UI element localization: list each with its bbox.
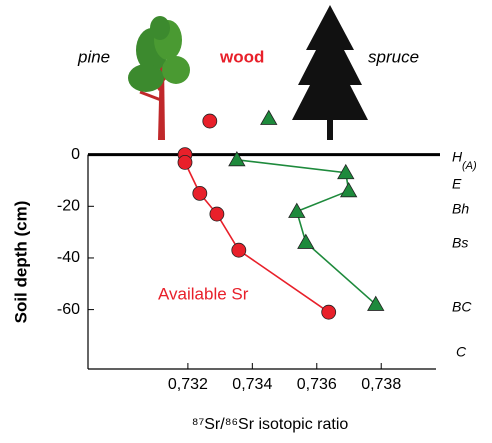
y-tick-label: -20 xyxy=(57,198,80,215)
spruce-icon xyxy=(292,5,368,140)
horizon-label: H xyxy=(452,149,463,165)
point xyxy=(367,295,385,311)
x-tick-label: 0,738 xyxy=(361,376,401,393)
horizon-label: (A) xyxy=(462,160,477,172)
annotation: pine xyxy=(77,47,110,66)
point xyxy=(231,242,247,258)
point xyxy=(321,304,337,320)
point xyxy=(288,202,306,218)
y-axis-label: Soil depth (cm) xyxy=(11,201,30,324)
point xyxy=(209,206,225,222)
series-label: Available Sr xyxy=(158,284,249,303)
y-tick-label: -40 xyxy=(57,249,80,266)
x-tick-label: 0,734 xyxy=(232,376,272,393)
x-tick-label: 0,736 xyxy=(297,376,337,393)
annotation: spruce xyxy=(368,47,419,66)
horizon-label: BC xyxy=(452,299,472,315)
pine-icon xyxy=(128,16,190,140)
point xyxy=(192,185,208,201)
point xyxy=(337,163,355,180)
x-tick-label: 0,732 xyxy=(168,376,208,393)
point xyxy=(177,154,193,170)
annotation: wood xyxy=(219,47,264,66)
horizon-label: Bs xyxy=(452,235,468,251)
y-tick-label: -60 xyxy=(57,301,80,318)
series-line xyxy=(236,159,377,306)
horizon-label: E xyxy=(452,176,462,192)
point xyxy=(297,233,315,249)
horizon-label: Bh xyxy=(452,201,469,217)
wood-point xyxy=(260,109,278,125)
y-tick-label: 0 xyxy=(71,146,80,163)
x-axis-label: ⁸⁷Sr/⁸⁶Sr isotopic ratio xyxy=(192,416,349,433)
wood-point xyxy=(202,113,218,129)
point xyxy=(228,151,246,167)
point xyxy=(339,181,358,198)
horizon-label: C xyxy=(456,344,467,360)
